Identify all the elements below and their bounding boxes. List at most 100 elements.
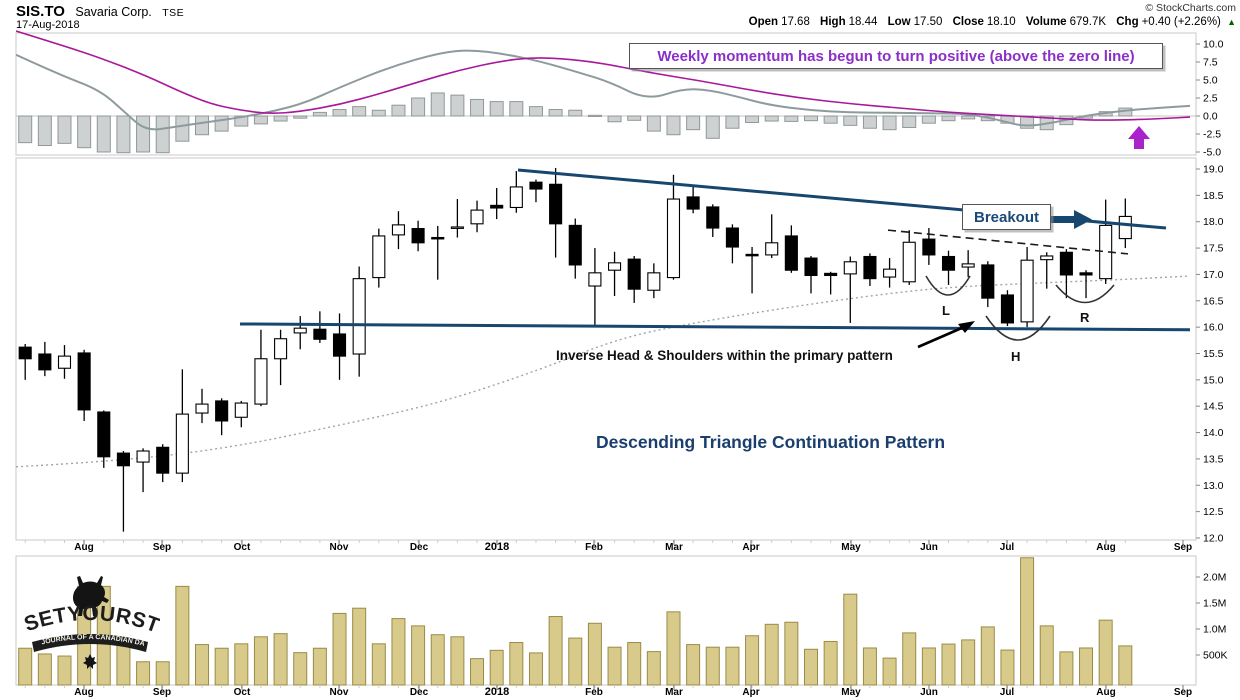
price-ytick-label: 19.0 [1203, 164, 1224, 176]
momentum-histogram-bar [961, 115, 976, 120]
price-month-label: Dec [410, 542, 429, 553]
candle-up [352, 278, 366, 355]
momentum-histogram-bar [509, 101, 524, 117]
price-month-label: 2018 [485, 541, 509, 553]
candle-down [332, 333, 347, 357]
candle-up [470, 209, 484, 225]
quote-bar: Open 17.68 High 18.44 Low 17.50 Close 18.10 … [742, 16, 1236, 28]
momentum-histogram-bar [430, 92, 445, 117]
volume-bar [548, 616, 563, 686]
volume-month-label: Sep [153, 687, 171, 698]
candle-up [1020, 259, 1034, 323]
momentum-histogram-bar [77, 115, 92, 149]
candle-down [313, 328, 327, 340]
momentum-histogram-bar [253, 115, 268, 125]
volume-bar [941, 643, 956, 686]
momentum-histogram-bar [666, 115, 681, 136]
volume-bar [862, 647, 877, 686]
price-month-label: Sep [153, 542, 171, 553]
copyright-note: © StockCharts.com [1145, 2, 1236, 14]
price-ytick-label: 17.5 [1203, 243, 1224, 255]
volume-month-label: Oct [234, 687, 251, 698]
volume-label: Volume [1025, 16, 1067, 28]
price-ytick-label: 12.0 [1203, 532, 1224, 544]
volume-month-label: Feb [585, 687, 603, 698]
candle-up [450, 226, 464, 229]
close-value: 18.10 [986, 16, 1016, 28]
momentum-panel [16, 30, 1196, 154]
pointer-arrow-head [958, 321, 975, 333]
momentum-histogram-bar [705, 115, 720, 139]
volume-month-label: Jul [1000, 687, 1015, 698]
momentum-histogram-bar [627, 115, 642, 121]
candle-down [981, 264, 995, 299]
volume-bar [804, 648, 818, 686]
momentum-histogram-bar [587, 114, 602, 117]
volume-bar [627, 642, 642, 686]
candle-up [234, 402, 248, 418]
price-ytick-label: 13.0 [1203, 480, 1224, 492]
low-label: Low [887, 16, 911, 28]
inverse-head-shoulders-note: Inverse Head & Shoulders within the prim… [556, 348, 893, 363]
candle-up [293, 327, 307, 334]
momentum-ytick-label: 10.0 [1203, 39, 1224, 51]
open-value: 17.68 [781, 16, 810, 28]
momentum-histogram-bar [273, 115, 288, 122]
volume-bar [1098, 619, 1113, 686]
candle-up [136, 450, 150, 463]
momentum-signal-line [16, 30, 1191, 121]
price-month-label: Jun [920, 542, 938, 553]
momentum-histogram-bar [607, 115, 622, 123]
logo-ribbon [32, 634, 148, 652]
candle-down [97, 411, 111, 458]
candle-up [588, 272, 602, 287]
price-month-label: Feb [585, 542, 603, 553]
momentum-histogram-bar [764, 115, 779, 122]
candle-down [215, 400, 229, 422]
breakout-arrow-icon [1074, 210, 1092, 229]
momentum-histogram-bar [96, 115, 111, 153]
volume-bar [646, 651, 661, 686]
volume-bar [1079, 647, 1094, 686]
momentum-histogram-bar [745, 115, 760, 123]
volume-bar [1118, 645, 1133, 686]
price-ytick-label: 18.0 [1203, 216, 1224, 228]
momentum-gray-line [16, 49, 1191, 131]
volume-bar [509, 642, 524, 686]
candle-up [607, 262, 622, 271]
momentum-histogram-bar [686, 115, 701, 131]
momentum-histogram-bar [57, 115, 72, 144]
volume-month-label: 2018 [485, 686, 509, 698]
momentum-annotation-box: Weekly momentum has begun to turn positi… [629, 43, 1163, 69]
volume-bar [293, 652, 308, 686]
volume-ytick-label: 1.5M [1203, 598, 1226, 610]
price-ytick-label: 17.0 [1203, 269, 1224, 281]
candle-down [863, 255, 877, 280]
volume-bar [666, 611, 681, 686]
pointer-arrow-line [917, 325, 965, 349]
momentum-histogram-bar [136, 115, 151, 153]
volume-bar [902, 632, 917, 686]
volume-bar [253, 636, 268, 686]
momentum-histogram-bar [646, 115, 661, 132]
price-month-label: Apr [742, 542, 759, 553]
candle-down [1059, 251, 1073, 276]
volume-bar [921, 647, 936, 686]
momentum-histogram-bar [37, 115, 52, 147]
chg-up-triangle-icon: ▲ [1227, 17, 1236, 27]
candle-down [686, 196, 700, 210]
momentum-ytick-label: 0.0 [1203, 111, 1218, 123]
candle-up [175, 413, 189, 474]
logo-wordmark: SETYOURSTOP [20, 570, 160, 638]
momentum-histogram-bar [332, 109, 347, 117]
momentum-histogram-bar [902, 115, 917, 129]
momentum-histogram-bar [489, 101, 504, 117]
maple-leaf-icon [83, 654, 97, 669]
candle-down [549, 183, 563, 225]
momentum-ytick-label: 7.5 [1203, 57, 1218, 69]
volume-bar [705, 646, 720, 686]
momentum-histogram-bar [548, 109, 563, 117]
momentum-histogram-bar [823, 115, 838, 124]
head-label: H [1011, 349, 1021, 364]
